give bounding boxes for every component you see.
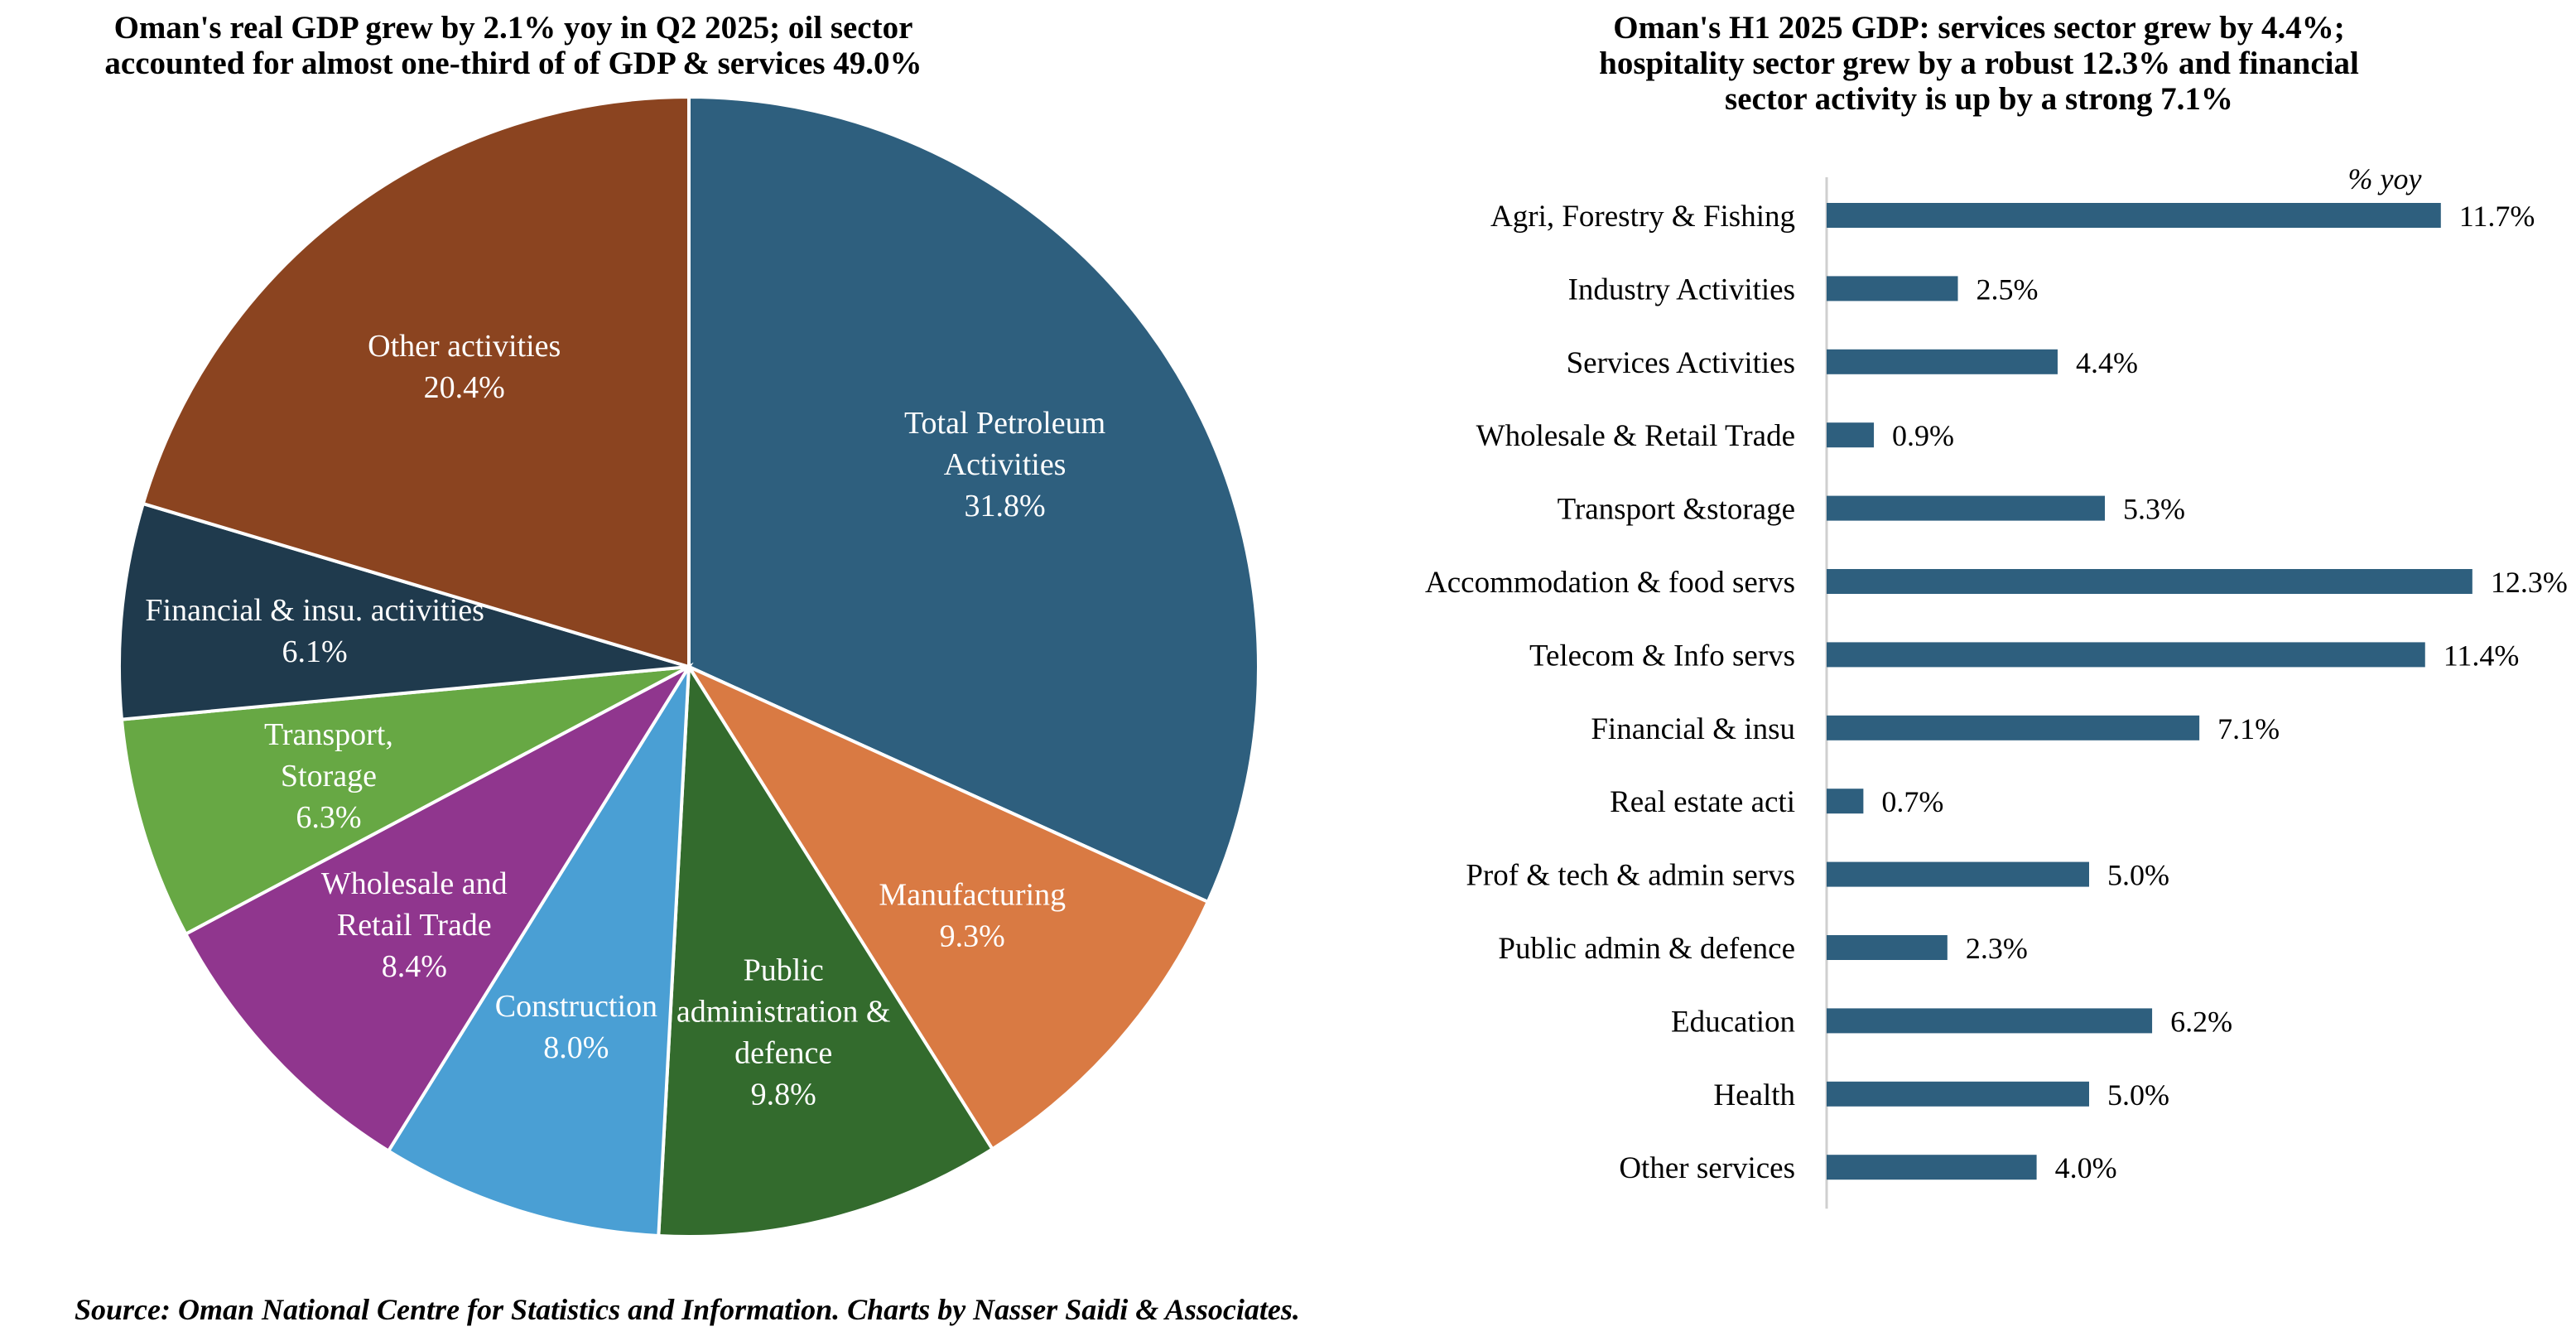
bar-industry-activities — [1827, 276, 1958, 301]
bar-category-prof-tech-admin-servs: Prof & tech & admin servs — [1466, 859, 1795, 893]
bar-real-estate-acti — [1827, 789, 1864, 814]
bar-category-telecom-info-servs: Telecom & Info servs — [1529, 639, 1795, 673]
bar-value-financial-insu: 7.1% — [2217, 712, 2280, 745]
sector-growth-bar-chart: % yoy Agri, Forestry & Fishing 11.7% Indust… — [1425, 162, 2568, 1209]
bar-category-services-activities: Services Activities — [1567, 346, 1795, 380]
pie-slice-financial-insu-activities — [118, 501, 690, 721]
bar-category-health: Health — [1713, 1078, 1795, 1112]
bar-value-services-activities: 4.4% — [2076, 346, 2138, 379]
bar-category-other-services: Other services — [1619, 1151, 1795, 1185]
pie-label-other-activities: Other activities 20.4% — [368, 329, 561, 405]
bar-wholesale-retail-trade — [1827, 422, 1875, 448]
bar-public-admin-defence — [1827, 935, 1948, 960]
pie-label-wholesale-and-retail-trade: Wholesale and Retail Trade 8.4% — [321, 866, 508, 984]
bar-value-industry-activities: 2.5% — [1977, 273, 2039, 306]
bar-category-public-admin-defence: Public admin & defence — [1498, 932, 1795, 966]
bar-value-prof-tech-admin-servs: 5.0% — [2107, 859, 2169, 892]
bar-category-wholesale-retail-trade: Wholesale & Retail Trade — [1476, 419, 1795, 453]
bar-value-education: 6.2% — [2170, 1005, 2232, 1038]
bar-value-public-admin-defence: 2.3% — [1966, 932, 2028, 965]
bar-category-industry-activities: Industry Activities — [1568, 273, 1795, 306]
bar-financial-insu — [1827, 715, 2200, 740]
bar-accommodation-food-servs — [1827, 569, 2472, 594]
bar-education — [1827, 1008, 2153, 1034]
pie-label-financial-insu-activities: Financial & insu. activities 6.1% — [145, 593, 484, 669]
bar-category-agri-forestry-fishing: Agri, Forestry & Fishing — [1490, 200, 1795, 234]
bar-chart-title: Oman's H1 2025 GDP: services sector grew… — [1599, 10, 2359, 117]
pie-label-construction: Construction 8.0% — [495, 989, 657, 1065]
bar-value-wholesale-retail-trade: 0.9% — [1892, 419, 1954, 452]
bar-value-other-services: 4.0% — [2055, 1151, 2117, 1184]
pie-slice-total-petroleum-activities — [687, 94, 1260, 904]
bar-health — [1827, 1081, 2089, 1107]
pie-label-total-petroleum-activities: Total Petroleum Activities 31.8% — [904, 406, 1105, 523]
bar-other-services — [1827, 1155, 2037, 1180]
bar-value-telecom-info-servs: 11.4% — [2444, 639, 2520, 672]
bar-prof-tech-admin-servs — [1827, 861, 2089, 887]
bar-value-health: 5.0% — [2107, 1078, 2169, 1112]
bar-services-activities — [1827, 349, 2058, 374]
bar-value-real-estate-acti: 0.7% — [1881, 785, 1943, 818]
pie-label-public-administration-defence: Public administration & defence 9.8% — [677, 953, 891, 1112]
bar-value-agri-forestry-fishing: 11.7% — [2459, 200, 2535, 233]
source-note: Source: Oman National Centre for Statist… — [75, 1293, 1300, 1326]
pie-label-manufacturing: Manufacturing 9.3% — [879, 877, 1066, 953]
bar-category-real-estate-acti: Real estate acti — [1610, 785, 1795, 819]
bar-category-accommodation-food-servs: Accommodation & food servs — [1425, 566, 1795, 600]
bar-unit-label: % yoy — [2348, 162, 2422, 195]
pie-label-transport-storage: Transport, Storage 6.3% — [264, 717, 393, 835]
bar-category-transport-storage: Transport &storage — [1558, 493, 1795, 527]
pie-slice-construction — [386, 665, 691, 1238]
pie-slice-wholesale-and-retail-trade — [183, 662, 694, 1154]
bar-value-transport-storage: 5.3% — [2123, 493, 2185, 526]
bar-transport-storage — [1827, 495, 2106, 521]
pie-slice-transport-storage — [119, 665, 690, 937]
pie-slice-manufacturing — [684, 663, 1211, 1152]
bar-value-accommodation-food-servs: 12.3% — [2491, 566, 2568, 599]
pie-chart-title: Oman's real GDP grew by 2.1% yoy in Q2 2… — [104, 10, 922, 81]
pie-slice-public-administration-defence — [657, 661, 995, 1238]
gdp-composition-pie-chart: Total Petroleum Activities 31.8% Manufactur… — [118, 94, 1260, 1238]
bar-telecom-info-servs — [1827, 642, 2425, 668]
bar-category-financial-insu: Financial & insu — [1591, 712, 1795, 746]
bar-category-education: Education — [1671, 1005, 1795, 1039]
pie-slice-other-activities — [141, 94, 691, 669]
bar-agri-forestry-fishing — [1827, 203, 2441, 228]
